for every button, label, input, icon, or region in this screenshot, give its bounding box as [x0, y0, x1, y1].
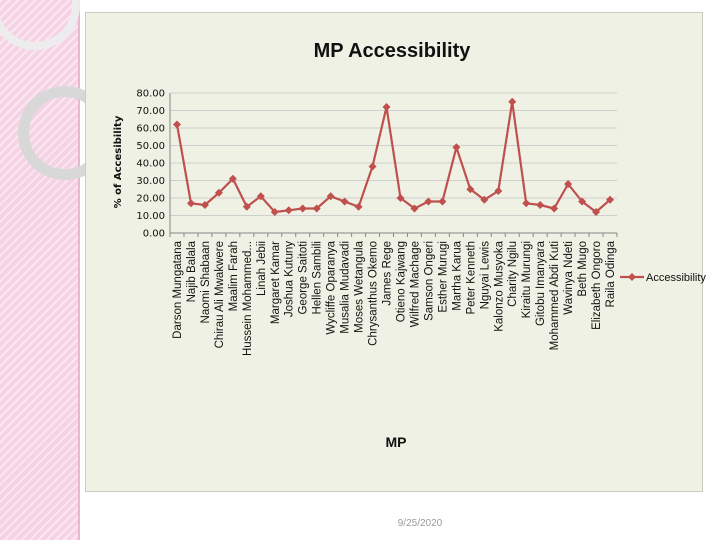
x-tick-label: George Saitoti	[298, 241, 310, 315]
data-point	[578, 197, 587, 206]
y-tick-label: 0.00	[143, 229, 165, 240]
x-tick-label: Martha Karua	[451, 240, 463, 310]
x-tick-label: Naomi Shabaan	[200, 241, 212, 323]
data-point	[536, 201, 545, 209]
y-tick-label: 60.00	[136, 124, 165, 135]
x-tick-label: Maalim Farah	[228, 241, 240, 311]
data-point	[382, 103, 391, 111]
band-divider	[78, 0, 80, 540]
y-tick-label: 80.00	[136, 89, 165, 100]
data-point	[200, 201, 209, 209]
data-point	[186, 199, 195, 208]
data-point	[214, 188, 223, 197]
x-tick-label: Darson Mungatana	[172, 240, 184, 338]
data-point	[438, 197, 447, 206]
x-tick-label: Otieno Kajwang	[396, 241, 408, 322]
y-tick-label: 20.00	[136, 194, 165, 205]
x-tick-label: Kiraitu Murungi	[521, 241, 533, 318]
data-point	[312, 204, 321, 213]
x-tick-label: Nguyai Lewis	[479, 241, 491, 310]
x-tick-label: Margaret Kamar	[270, 241, 282, 324]
x-tick-label: Hellen Sambili	[312, 241, 324, 315]
data-point	[242, 202, 251, 211]
x-axis-label: MP	[386, 434, 407, 450]
data-point	[452, 143, 461, 152]
x-tick-label: Joshua Kutuny	[284, 241, 296, 317]
x-tick-label: Kalonzo Musyoka	[493, 240, 505, 331]
x-tick-label: Wycliffe Oparanya	[326, 240, 338, 334]
data-point	[256, 192, 265, 201]
x-tick-label: James Rege	[382, 241, 394, 306]
x-tick-label: Najib Balala	[186, 240, 198, 302]
data-point	[480, 195, 489, 204]
x-tick-label: Elizabeth Ongoro	[591, 241, 603, 330]
x-tick-label: Samson Ongeri	[423, 241, 435, 321]
data-point	[466, 185, 475, 194]
data-point	[298, 204, 307, 213]
x-tick-label: Raila Odinga	[605, 240, 617, 307]
data-point	[508, 97, 517, 106]
data-point	[396, 194, 405, 202]
data-point	[228, 174, 237, 183]
data-point	[606, 195, 615, 204]
x-tick-label: Esther Murugi	[437, 241, 449, 313]
x-tick-label: Peter Kenneth	[465, 241, 477, 315]
data-point	[522, 199, 531, 208]
legend-marker	[628, 273, 636, 281]
x-tick-label: Moses Wetangula	[354, 240, 366, 332]
x-tick-label: Gitobu Imanyara	[535, 240, 547, 326]
data-point	[284, 206, 293, 215]
data-point	[368, 162, 377, 171]
y-tick-label: 50.00	[136, 141, 165, 152]
x-tick-label: Mohammed Abdi Kuti	[549, 241, 561, 350]
y-tick-label: 10.00	[136, 211, 165, 222]
data-point	[494, 187, 503, 195]
data-point	[592, 208, 601, 216]
data-point	[354, 202, 363, 211]
x-tick-label: Wilfred Machage	[410, 241, 422, 327]
data-point	[410, 204, 419, 213]
data-point	[172, 120, 181, 129]
y-tick-label: 30.00	[136, 176, 165, 187]
data-point	[424, 197, 433, 206]
chart-panel	[85, 12, 703, 492]
series-line	[175, 100, 611, 214]
x-tick-label: Charity Ngilu	[507, 241, 519, 307]
x-tick-label: Musalia Mudavadi	[340, 241, 352, 334]
chart-title: MP Accessibility	[314, 40, 472, 62]
y-tick-label: 40.00	[136, 159, 165, 170]
x-tick-label: Linah Jebii	[256, 241, 268, 296]
data-point	[564, 180, 573, 188]
y-axis-label: % of Accesibility	[113, 115, 124, 208]
y-tick-label: 70.00	[136, 106, 165, 117]
data-point	[550, 204, 559, 213]
data-point	[326, 192, 335, 201]
data-point	[270, 208, 279, 216]
data-point	[340, 197, 349, 206]
slide-date: 9/25/2020	[397, 518, 443, 529]
x-tick-label: Chrysanthus Okemo	[368, 241, 380, 346]
x-tick-label: Hussein Mohammed...	[242, 241, 254, 356]
x-tick-label: Wavinya Ndeti	[563, 241, 575, 315]
legend-label: Accessibility	[646, 272, 706, 284]
x-tick-label: Chirau Ali Mwakwere	[214, 241, 226, 348]
x-tick-label: Beth Mugo	[577, 241, 589, 297]
